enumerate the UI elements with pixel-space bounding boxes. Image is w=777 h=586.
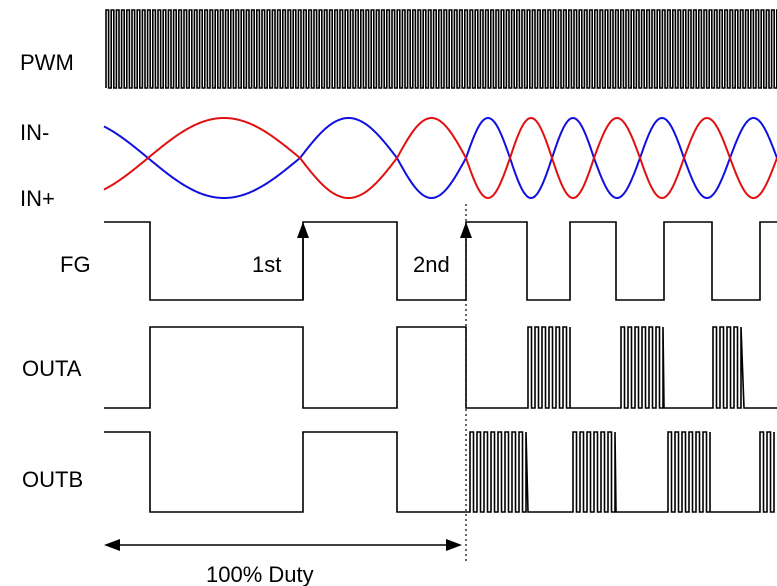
first-edge-arrow [297,222,309,300]
annotation-duty: 100% Duty [206,562,314,586]
label-in-minus: IN- [20,120,49,145]
outa-waveform [104,326,777,409]
label-outb: OUTB [22,467,83,492]
label-pwm: PWM [20,50,74,75]
label-fg: FG [60,252,91,277]
duty-span-arrow [104,539,462,551]
label-outa: OUTA [22,356,82,381]
in-minus-waveform [103,116,777,200]
outb-waveform [104,431,775,513]
annotation-second: 2nd [413,252,450,277]
annotation-first: 1st [252,252,281,277]
label-in-plus: IN+ [20,186,55,211]
in-plus-waveform [103,116,777,200]
pwm-waveform [105,9,777,89]
